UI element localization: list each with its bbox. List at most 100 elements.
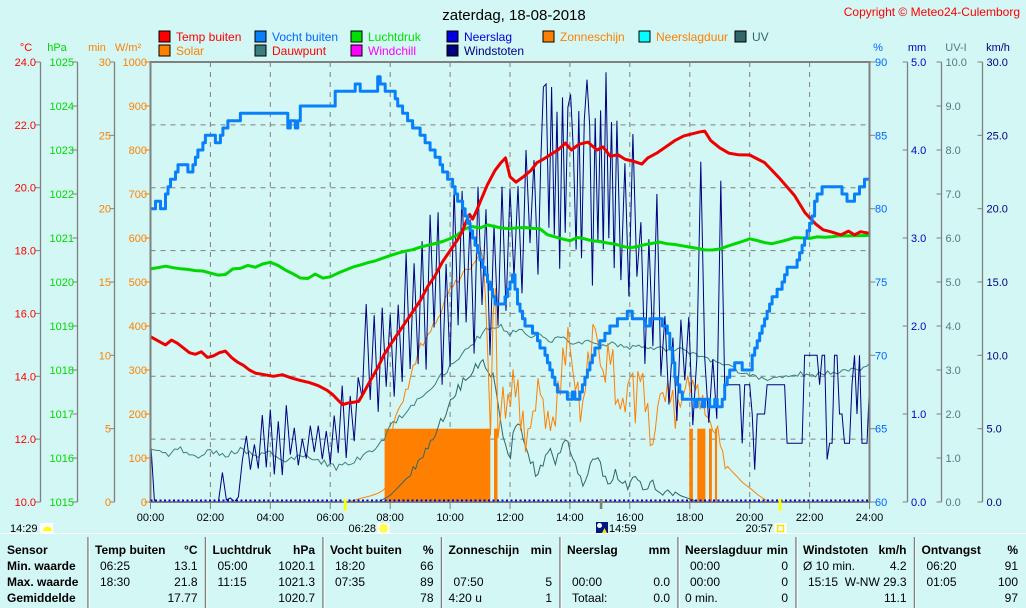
svg-text:0 min.: 0 min.	[685, 591, 718, 605]
svg-text:W-NW 29.3: W-NW 29.3	[845, 575, 907, 589]
svg-text:300: 300	[129, 365, 147, 377]
svg-text:06:28: 06:28	[348, 523, 376, 535]
svg-text:Neerslagduur: Neerslagduur	[656, 30, 728, 44]
svg-text:7.0: 7.0	[946, 189, 961, 201]
svg-text:Max. waarde: Max. waarde	[7, 575, 79, 589]
svg-text:mm: mm	[908, 42, 926, 54]
svg-text:1.0: 1.0	[911, 409, 926, 421]
svg-text:Zonneschijn: Zonneschijn	[560, 30, 625, 44]
svg-text:1: 1	[545, 591, 552, 605]
svg-text:0.0: 0.0	[911, 497, 926, 509]
svg-text:600: 600	[129, 233, 147, 245]
svg-text:85: 85	[875, 130, 887, 142]
svg-text:17.77: 17.77	[167, 591, 197, 605]
svg-text:60: 60	[875, 497, 887, 509]
svg-text:1024: 1024	[50, 101, 74, 113]
svg-text:5: 5	[105, 424, 111, 436]
svg-text:0: 0	[105, 497, 111, 509]
svg-text:2.0: 2.0	[911, 321, 926, 333]
svg-text:1023: 1023	[50, 145, 74, 157]
svg-text:6.0: 6.0	[946, 233, 961, 245]
svg-text:4.0: 4.0	[946, 321, 961, 333]
svg-text:%: %	[1007, 543, 1018, 557]
svg-text:Luchtdruk: Luchtdruk	[368, 30, 422, 44]
svg-text:4.0: 4.0	[911, 145, 926, 157]
svg-text:10.0: 10.0	[15, 497, 36, 509]
svg-text:13.1: 13.1	[174, 559, 198, 573]
svg-text:9.0: 9.0	[946, 101, 961, 113]
svg-text:1000: 1000	[123, 57, 147, 69]
svg-text:Dauwpunt: Dauwpunt	[272, 44, 327, 58]
svg-text:100: 100	[998, 575, 1018, 589]
svg-text:hPa: hPa	[293, 543, 315, 557]
svg-text:1019: 1019	[50, 321, 74, 333]
svg-text:20: 20	[99, 204, 111, 216]
svg-text:0.0: 0.0	[987, 497, 1002, 509]
svg-text:900: 900	[129, 101, 147, 113]
svg-text:22:00: 22:00	[796, 512, 824, 524]
svg-text:02:00: 02:00	[197, 512, 225, 524]
svg-text:700: 700	[129, 189, 147, 201]
svg-text:22.0: 22.0	[15, 120, 36, 132]
svg-text:05:00: 05:00	[218, 559, 248, 573]
svg-text:00:00: 00:00	[690, 575, 720, 589]
svg-text:18.0: 18.0	[15, 246, 36, 258]
svg-text:°C: °C	[184, 543, 198, 557]
svg-text:zaterdag, 18-08-2018: zaterdag, 18-08-2018	[442, 7, 585, 24]
svg-text:Solar: Solar	[176, 44, 204, 58]
svg-text:1016: 1016	[50, 453, 74, 465]
svg-text:06:20: 06:20	[927, 559, 957, 573]
svg-text:91: 91	[1005, 559, 1019, 573]
svg-text:1017: 1017	[50, 409, 74, 421]
svg-text:0: 0	[781, 591, 788, 605]
svg-text:24:00: 24:00	[856, 512, 884, 524]
svg-text:66: 66	[420, 559, 434, 573]
svg-text:89: 89	[420, 575, 434, 589]
svg-text:0.0: 0.0	[653, 591, 670, 605]
svg-text:10.0: 10.0	[946, 57, 967, 69]
svg-text:Windchill: Windchill	[368, 44, 416, 58]
svg-text:min: min	[88, 42, 106, 54]
svg-text:0.0: 0.0	[946, 497, 961, 509]
svg-text:0.0: 0.0	[653, 575, 670, 589]
svg-text:W/m²: W/m²	[115, 42, 142, 54]
svg-text:30: 30	[99, 57, 111, 69]
svg-text:km/h: km/h	[986, 42, 1010, 54]
svg-text:km/h: km/h	[878, 543, 906, 557]
svg-text:14:29: 14:29	[10, 523, 38, 535]
svg-text:11:15: 11:15	[218, 575, 247, 589]
svg-text:Ø 10 min.: Ø 10 min.	[803, 559, 855, 573]
svg-text:100: 100	[129, 453, 147, 465]
svg-text:5.0: 5.0	[946, 277, 961, 289]
svg-text:Copyright © Meteo24-Culemborg: Copyright © Meteo24-Culemborg	[844, 5, 1020, 19]
svg-text:4:20 u: 4:20 u	[449, 591, 482, 605]
svg-text:Neerslag: Neerslag	[464, 30, 512, 44]
svg-text:07:35: 07:35	[335, 575, 365, 589]
svg-text:0: 0	[141, 497, 147, 509]
svg-text:5.0: 5.0	[911, 57, 926, 69]
svg-text:Windstoten: Windstoten	[803, 543, 868, 557]
svg-text:800: 800	[129, 145, 147, 157]
svg-text:2.0: 2.0	[946, 409, 961, 421]
svg-text:20.0: 20.0	[15, 183, 36, 195]
svg-text:Neerslag: Neerslag	[567, 543, 618, 557]
svg-text:18:00: 18:00	[676, 512, 704, 524]
svg-text:1022: 1022	[50, 189, 74, 201]
svg-text:min: min	[767, 543, 788, 557]
svg-text:1021.3: 1021.3	[278, 575, 315, 589]
svg-text:1.0: 1.0	[946, 453, 961, 465]
svg-text:14:59: 14:59	[609, 523, 637, 535]
svg-text:10: 10	[99, 350, 111, 362]
svg-text:mm: mm	[649, 543, 670, 557]
svg-text:15: 15	[99, 277, 111, 289]
svg-text:200: 200	[129, 409, 147, 421]
svg-text:20:00: 20:00	[736, 512, 764, 524]
svg-text:400: 400	[129, 321, 147, 333]
svg-text:UV-I: UV-I	[945, 42, 966, 54]
svg-text:24.0: 24.0	[15, 57, 36, 69]
svg-text:Neerslagduur: Neerslagduur	[685, 543, 763, 557]
svg-text:4.2: 4.2	[890, 559, 907, 573]
svg-text:8.0: 8.0	[946, 145, 961, 157]
svg-text:1020.1: 1020.1	[278, 559, 315, 573]
svg-text:3.0: 3.0	[946, 365, 961, 377]
